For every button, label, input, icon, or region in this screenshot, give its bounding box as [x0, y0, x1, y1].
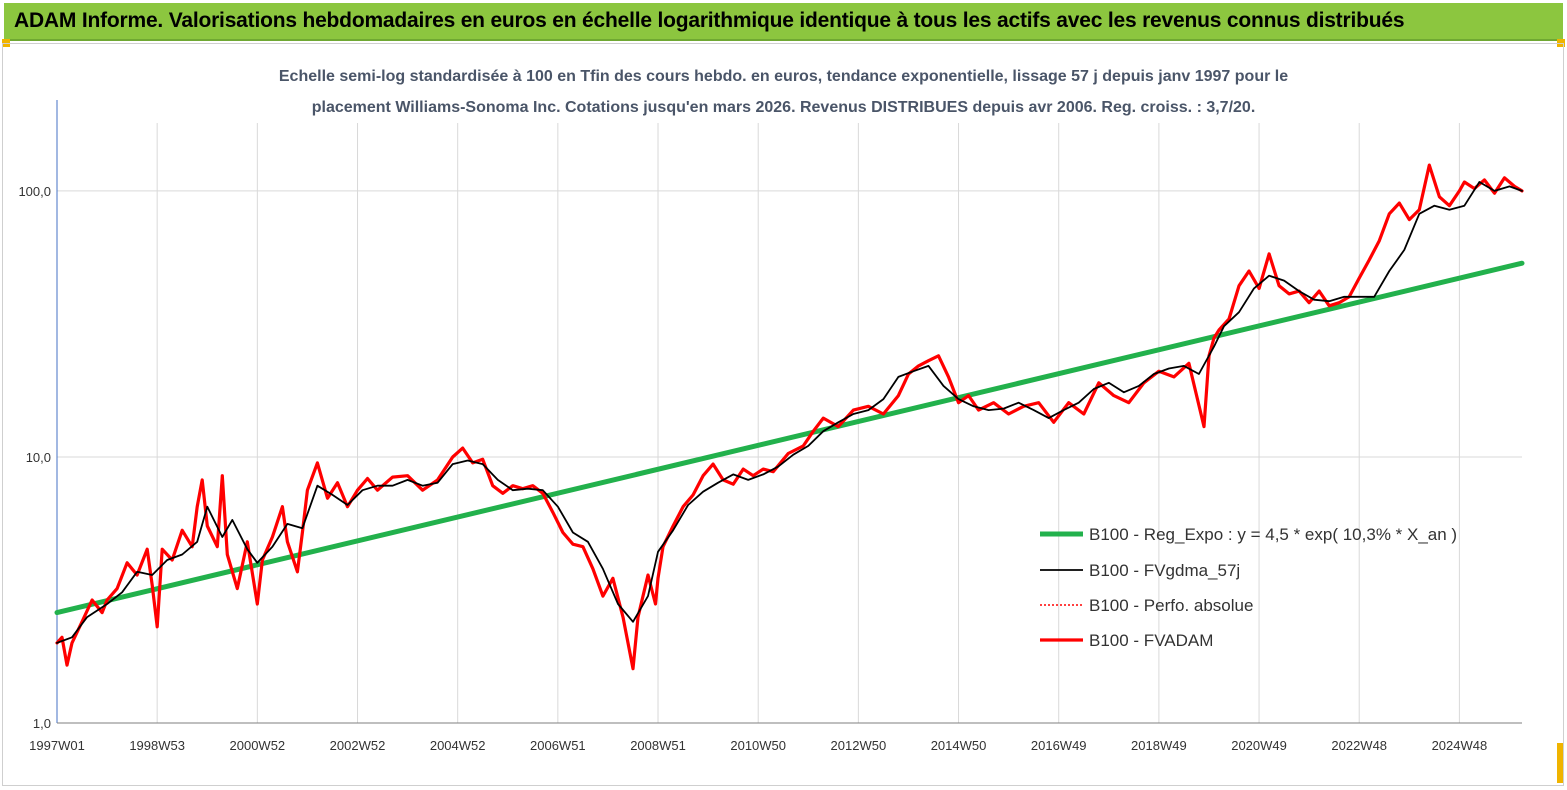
x-tick-label: 2020W49 — [1231, 738, 1287, 753]
x-tick-label: 2014W50 — [931, 738, 987, 753]
legend-label: B100 - Reg_Expo : y = 4,5 * exp( 10,3% *… — [1089, 525, 1457, 544]
x-tick-label: 2018W49 — [1131, 738, 1187, 753]
x-tick-label: 2010W50 — [730, 738, 786, 753]
y-tick-label: 100,0 — [18, 184, 51, 199]
banner-title: ADAM Informe. Valorisations hebdomadaire… — [14, 9, 1405, 32]
x-tick-label: 2002W52 — [330, 738, 386, 753]
chart-title-line-2: placement Williams-Sonoma Inc. Cotations… — [311, 99, 1256, 116]
series-line-0 — [54, 260, 1525, 616]
y-tick-label: 1,0 — [33, 716, 51, 731]
x-tick-label: 2000W52 — [230, 738, 286, 753]
corner-marker-bottom-right — [1557, 743, 1563, 783]
x-tick-label: 2024W48 — [1432, 738, 1488, 753]
chart-frame — [2, 43, 1564, 786]
x-tick-label: 1998W53 — [129, 738, 185, 753]
series-line-1 — [56, 181, 1523, 644]
legend-label: B100 - Perfo. absolue — [1089, 596, 1253, 615]
y-tick-label: 10,0 — [26, 450, 51, 465]
header-banner: ADAM Informe. Valorisations hebdomadaire… — [4, 3, 1563, 41]
x-tick-label: 2012W50 — [831, 738, 887, 753]
x-tick-label: 2022W48 — [1331, 738, 1387, 753]
x-tick-label: 2004W52 — [430, 738, 486, 753]
series-line-3 — [55, 163, 1524, 671]
legend-label: B100 - FVADAM — [1089, 631, 1213, 650]
legend-label: B100 - FVgdma_57j — [1089, 561, 1240, 580]
x-tick-label: 2016W49 — [1031, 738, 1087, 753]
x-tick-label: 1997W01 — [29, 738, 85, 753]
chart-title-line-1: Echelle semi-log standardisée à 100 en T… — [278, 68, 1289, 85]
x-tick-label: 2006W51 — [530, 738, 586, 753]
x-tick-label: 2008W51 — [630, 738, 686, 753]
